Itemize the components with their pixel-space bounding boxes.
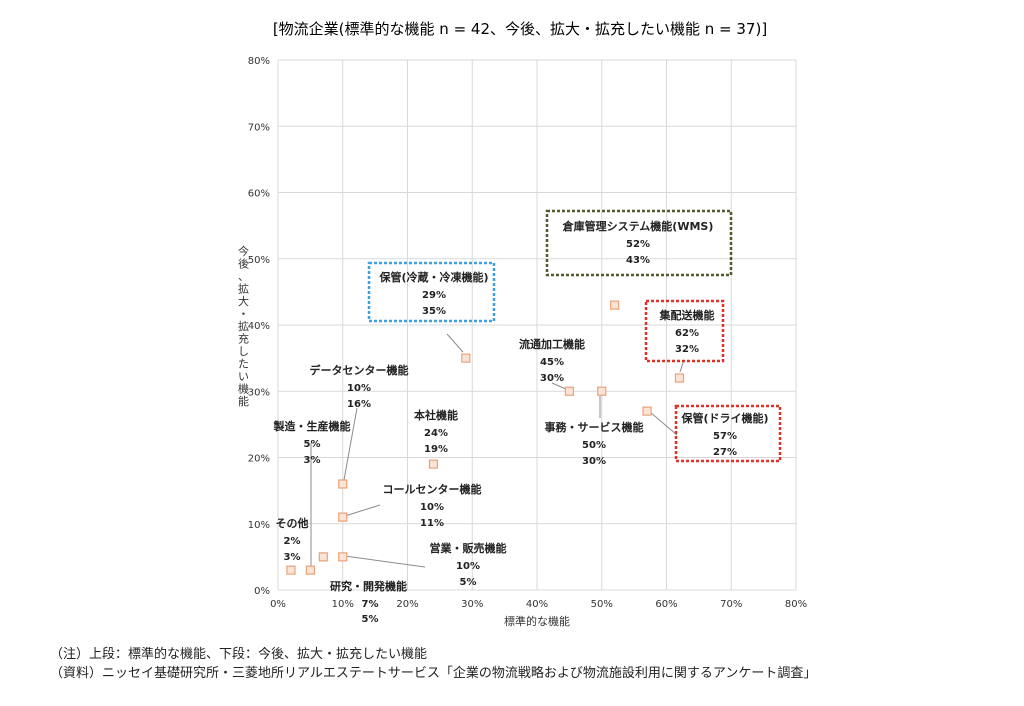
y-tick-label: 20%: [248, 454, 270, 465]
point-label-name: 保管(冷蔵・冷凍機能): [378, 270, 488, 284]
data-point: [286, 565, 296, 575]
point-label-name: データセンター機能: [310, 363, 409, 377]
point-label-x-value: 62%: [675, 328, 699, 339]
point-label-x-value: 52%: [626, 239, 650, 250]
x-tick-label: 60%: [655, 599, 677, 610]
data-point: [305, 565, 315, 575]
x-tick-label: 10%: [332, 599, 354, 610]
point-label-y-value: 5%: [460, 577, 477, 588]
y-tick-label: 50%: [248, 255, 270, 266]
data-point: [338, 552, 348, 562]
point-label-y-value: 30%: [540, 373, 564, 384]
highlight-box: [644, 299, 725, 363]
point-label-x-value: 50%: [582, 440, 606, 451]
point-label-name: 本社機能: [414, 408, 458, 422]
point-label-x-value: 5%: [304, 439, 321, 450]
point-label-x-value: 57%: [713, 431, 737, 442]
y-tick-label: 30%: [248, 387, 270, 398]
data-point: [642, 406, 652, 416]
point-label-name: コールセンター機能: [383, 482, 482, 496]
point-label-x-value: 10%: [456, 561, 480, 572]
footnote-source: （資料）ニッセイ基礎研究所・三菱地所リアルエステートサービス「企業の物流戦略およ…: [50, 666, 817, 681]
x-tick-label: 50%: [591, 599, 613, 610]
highlight-box: [674, 404, 782, 463]
leader-line: [343, 407, 358, 481]
y-tick-label: 70%: [248, 122, 270, 133]
point-label-y-value: 11%: [420, 518, 444, 529]
point-label-y-value: 16%: [347, 399, 371, 410]
y-tick-label: 10%: [248, 520, 270, 531]
point-label-y-value: 27%: [713, 447, 737, 458]
leader-line: [344, 504, 381, 517]
point-label-x-value: 10%: [347, 383, 371, 394]
data-point: [597, 386, 607, 396]
point-label-y-value: 35%: [422, 306, 446, 317]
point-label-name: 営業・販売機能: [430, 541, 507, 555]
chart-title: [物流企業(標準的な機能 n = 42、今後、拡大・拡充したい機能 n = 37…: [273, 20, 767, 38]
data-point: [338, 479, 348, 489]
point-label-name: その他: [276, 516, 309, 530]
x-tick-label: 0%: [270, 599, 286, 610]
data-point: [428, 459, 438, 469]
leader-line: [344, 555, 426, 568]
point-label-name: 集配送機能: [659, 308, 715, 322]
point-label-name: 事務・サービス機能: [545, 420, 644, 434]
data-point: [610, 300, 620, 310]
highlight-box: [367, 261, 496, 323]
point-label-x-value: 7%: [362, 599, 379, 610]
point-label-name: 研究・開発機能: [330, 579, 407, 593]
axis-ticks: 0% 10% 20% 30% 40% 50% 60% 70% 80% 0% 10% 20% 30% 40%…: [248, 56, 807, 610]
point-label-x-value: 24%: [424, 428, 448, 439]
data-point: [338, 512, 348, 522]
point-label-y-value: 32%: [675, 344, 699, 355]
highlight-boxes: [367, 209, 782, 463]
leader-lines: [310, 333, 685, 568]
point-label-name: 流通加工機能: [519, 337, 585, 351]
grid: [277, 59, 797, 591]
point-label-y-value: 3%: [284, 552, 301, 563]
data-point: [564, 386, 574, 396]
data-points: [286, 300, 685, 575]
scatter-chart: [物流企業(標準的な機能 n = 42、今後、拡大・拡充したい機能 n = 37…: [238, 20, 807, 628]
data-point: [674, 373, 685, 383]
point-label-y-value: 30%: [582, 456, 606, 467]
point-label-name: 製造・生産機能: [273, 419, 351, 433]
x-tick-label: 80%: [785, 599, 807, 610]
point-label-y-value: 43%: [626, 255, 650, 266]
point-label-x-value: 2%: [284, 536, 301, 547]
y-axis-title: 今後、拡大・拡充したい機能: [238, 244, 249, 408]
highlight-box: [545, 209, 733, 277]
data-point: [461, 353, 471, 363]
y-tick-label: 60%: [248, 189, 270, 200]
point-label-x-value: 29%: [422, 290, 446, 301]
y-tick-label: 0%: [254, 586, 270, 597]
x-tick-label: 20%: [396, 599, 418, 610]
data-point: [318, 552, 328, 562]
point-label-y-value: 5%: [362, 614, 379, 625]
point-label-y-value: 3%: [304, 455, 321, 466]
x-tick-label: 40%: [526, 599, 548, 610]
x-tick-label: 70%: [720, 599, 742, 610]
y-tick-label: 80%: [248, 56, 270, 67]
point-label-x-value: 45%: [540, 357, 564, 368]
x-tick-label: 30%: [461, 599, 483, 610]
x-axis-title: 標準的な機能: [504, 614, 570, 628]
footnote-note: （注）上段：標準的な機能、下段：今後、拡大・拡充したい機能: [50, 647, 428, 662]
point-label-y-value: 19%: [424, 444, 448, 455]
leader-line: [446, 333, 464, 353]
point-label-name: 倉庫管理システム機能(WMS): [562, 219, 714, 233]
point-label-name: 保管(ドライ機能): [680, 411, 768, 425]
y-tick-label: 40%: [248, 321, 270, 332]
point-labels: その他 2% 3% 製造・生産機能 5% 3% 研究・開発機能 7% 5% 営業・販売機能 10% 5…: [273, 219, 769, 625]
point-label-x-value: 10%: [420, 502, 444, 513]
leader-line: [649, 411, 678, 436]
